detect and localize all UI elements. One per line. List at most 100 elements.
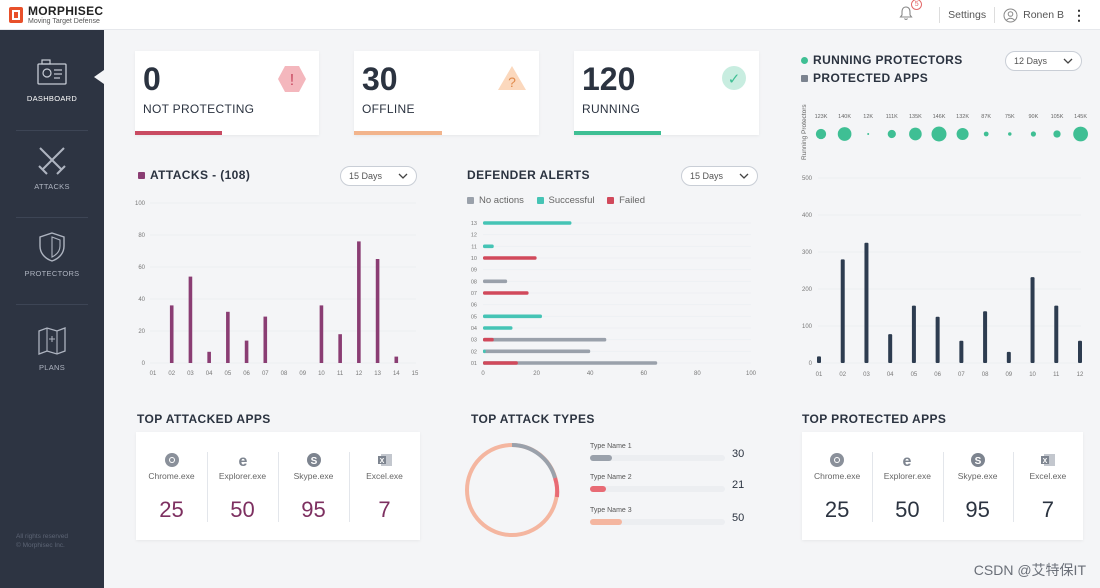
app-item[interactable]: Chrome.exe 25 xyxy=(802,446,872,526)
x-tick-label: 0 xyxy=(481,371,485,377)
chrome-icon xyxy=(164,452,180,468)
app-item[interactable]: e Explorer.exe 50 xyxy=(207,446,278,526)
y-tick-label: 0 xyxy=(142,361,146,367)
app-item[interactable]: S Skype.exe 95 xyxy=(943,446,1013,526)
app-item[interactable]: X Excel.exe 7 xyxy=(349,446,420,526)
notifications-button[interactable]: 5 xyxy=(899,0,923,24)
protected-bar xyxy=(1030,277,1035,363)
bubble-label: 132K xyxy=(956,114,969,120)
app-item[interactable]: X Excel.exe 7 xyxy=(1013,446,1083,526)
y-tick-label: 40 xyxy=(138,297,145,303)
app-name: Excel.exe xyxy=(1029,471,1067,481)
x-tick-label: 10 xyxy=(318,371,325,377)
alert-bar-segment xyxy=(483,326,513,330)
sidebar: DASHBOARD ATTACKS PROTECTORS PLANS All r… xyxy=(0,30,104,588)
x-tick-label: 100 xyxy=(746,371,757,377)
skype-icon: S xyxy=(306,452,322,468)
app-value: 95 xyxy=(301,497,326,522)
x-tick-label: 15 xyxy=(412,371,419,377)
x-tick-label: 20 xyxy=(533,371,540,377)
attack-type-row[interactable]: Type Name 3 50 xyxy=(590,507,760,525)
app-name: Chrome.exe xyxy=(813,471,861,481)
legend-label: PROTECTED APPS xyxy=(813,71,929,85)
sidebar-item-protectors[interactable]: PROTECTORS xyxy=(16,231,88,278)
attack-bar xyxy=(169,305,174,363)
alert-bar-segment xyxy=(483,314,542,319)
active-nav-pointer xyxy=(94,70,104,84)
app-item[interactable]: Chrome.exe 25 xyxy=(136,446,207,526)
bubble-label: 12K xyxy=(863,114,873,120)
bubble xyxy=(1008,132,1012,136)
sidebar-item-attacks[interactable]: ATTACKS xyxy=(16,144,88,191)
app-value: 25 xyxy=(824,497,850,522)
stat-card-offline[interactable]: 30 OFFLINE ? xyxy=(354,51,539,135)
stat-card-running[interactable]: 120 RUNNING ✓ xyxy=(574,51,759,135)
y-tick-label: 02 xyxy=(471,349,477,355)
sidebar-item-dashboard[interactable]: DASHBOARD xyxy=(16,58,88,103)
alert-bar-segment xyxy=(483,349,591,354)
attack-bar xyxy=(375,259,380,363)
attack-type-fill xyxy=(590,519,622,525)
attack-type-row[interactable]: Type Name 1 30 xyxy=(590,443,760,461)
sidebar-item-plans[interactable]: PLANS xyxy=(16,325,88,372)
stat-value: 0 xyxy=(143,61,161,97)
attack-type-track xyxy=(590,519,725,525)
x-tick-label: 80 xyxy=(694,371,701,377)
protected-bar xyxy=(1054,305,1059,363)
attack-bar xyxy=(338,334,342,363)
brand-name: MORPHISEC xyxy=(28,4,104,18)
warning-triangle-icon: ? xyxy=(498,66,526,90)
dropdown-value: 12 Days xyxy=(1014,56,1048,66)
x-tick-label: 05 xyxy=(911,372,918,378)
x-tick-label: 12 xyxy=(1077,372,1084,378)
attack-type-value: 50 xyxy=(732,512,745,524)
running-days-dropdown[interactable]: 12 Days xyxy=(1005,51,1082,71)
divider xyxy=(1012,452,1014,522)
legend-dot xyxy=(607,196,615,204)
attack-type-row[interactable]: Type Name 2 21 xyxy=(590,474,760,492)
x-tick-label: 40 xyxy=(587,371,594,377)
bubble xyxy=(1073,126,1088,142)
legend-dot xyxy=(138,172,145,180)
bubble xyxy=(887,129,896,139)
x-tick-label: 02 xyxy=(839,372,846,378)
bubble xyxy=(867,133,870,135)
stat-card-not-protecting[interactable]: 0 NOT PROTECTING ! xyxy=(135,51,319,135)
stat-label: NOT PROTECTING xyxy=(143,102,255,116)
user-name: Ronen B xyxy=(1023,9,1064,21)
brand-logo[interactable]: MORPHISEC Moving Target Defense xyxy=(9,5,103,25)
divider xyxy=(16,304,88,305)
attack-bar xyxy=(319,305,324,363)
chevron-down-icon xyxy=(1063,58,1073,64)
attack-bar xyxy=(244,340,249,363)
y-tick-label: 12 xyxy=(471,233,477,239)
y-tick-label: 500 xyxy=(802,176,813,182)
stat-bar xyxy=(574,131,661,135)
notification-count-badge: 5 xyxy=(911,0,923,10)
defender-days-dropdown[interactable]: 15 Days xyxy=(681,166,758,186)
top-attacked-apps-card: Chrome.exe 25 e Explorer.exe 50 S Skype.exe 95 X… xyxy=(136,432,420,540)
attacks-bar-chart: 0 20 40 60 80 100 01 02 03 04 05 06 07 08 09 10 11 12 13 14… xyxy=(135,201,419,377)
attacks-days-dropdown[interactable]: 15 Days xyxy=(340,166,417,186)
app-value: 50 xyxy=(895,497,920,522)
app-value: 25 xyxy=(159,497,184,522)
alert-bar-segment xyxy=(483,291,529,295)
alert-bar-segment xyxy=(483,244,494,249)
more-menu-icon[interactable]: ⋮ xyxy=(1072,6,1086,23)
bubble xyxy=(956,127,969,141)
brand-tagline: Moving Target Defense xyxy=(28,18,100,25)
alert-bar-segment xyxy=(483,361,518,365)
user-menu[interactable]: Ronen B xyxy=(1003,8,1064,23)
app-value: 95 xyxy=(965,497,990,522)
stat-bar xyxy=(135,131,222,135)
bubble-label: 105K xyxy=(1051,114,1064,120)
divider xyxy=(16,130,88,131)
divider xyxy=(994,7,996,23)
ie-icon: e xyxy=(235,452,251,470)
settings-link[interactable]: Settings xyxy=(948,9,987,21)
app-item[interactable]: S Skype.exe 95 xyxy=(278,446,349,526)
alert-bar-segment xyxy=(483,221,572,225)
app-item[interactable]: e Explorer.exe 50 xyxy=(872,446,942,526)
x-tick-label: 03 xyxy=(187,371,194,377)
bubble xyxy=(1030,131,1036,137)
